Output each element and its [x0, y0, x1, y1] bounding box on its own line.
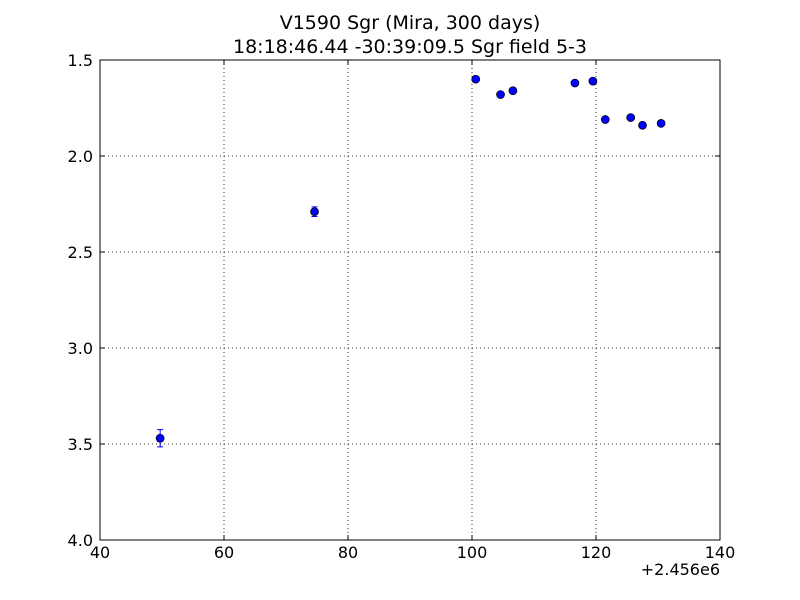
data-point: [626, 113, 636, 122]
x-tick-labels: 40 60 80 100 120 140: [90, 543, 735, 562]
x-tick-label: 60: [214, 543, 234, 562]
x-tick-label: 140: [705, 543, 736, 562]
data-point: [638, 120, 647, 130]
y-tick-labels: 1.5 2.0 2.5 3.0 3.5 4.0: [68, 51, 93, 550]
data-point: [310, 207, 319, 217]
chart-title: V1590 Sgr (Mira, 300 days): [280, 12, 541, 34]
data-point: [570, 78, 580, 88]
x-offset-label: +2.456e6: [641, 560, 720, 579]
data-point: [656, 119, 666, 128]
y-tick-label: 2.5: [68, 243, 93, 262]
x-tick-label: 100: [457, 543, 488, 562]
x-tick-label: 80: [338, 543, 358, 562]
axis-ticks: [99, 59, 721, 541]
y-tick-label: 1.5: [68, 51, 93, 70]
plot-frame: [99, 59, 721, 541]
y-tick-label: 4.0: [68, 531, 93, 550]
data-point: [588, 76, 598, 86]
y-tick-label: 3.0: [68, 339, 93, 358]
data-point: [496, 90, 505, 99]
y-tick-label: 2.0: [68, 147, 93, 166]
data-point: [508, 86, 518, 96]
grid-lines: [100, 60, 720, 540]
x-tick-label: 40: [90, 543, 110, 562]
y-tick-label: 3.5: [68, 435, 93, 454]
data-point: [155, 433, 165, 443]
x-tick-label: 120: [581, 543, 612, 562]
data-point: [600, 115, 610, 124]
data-points: [155, 74, 666, 448]
chart-subtitle: 18:18:46.44 -30:39:09.5 Sgr field 5-3: [233, 36, 587, 58]
data-point: [471, 74, 481, 84]
